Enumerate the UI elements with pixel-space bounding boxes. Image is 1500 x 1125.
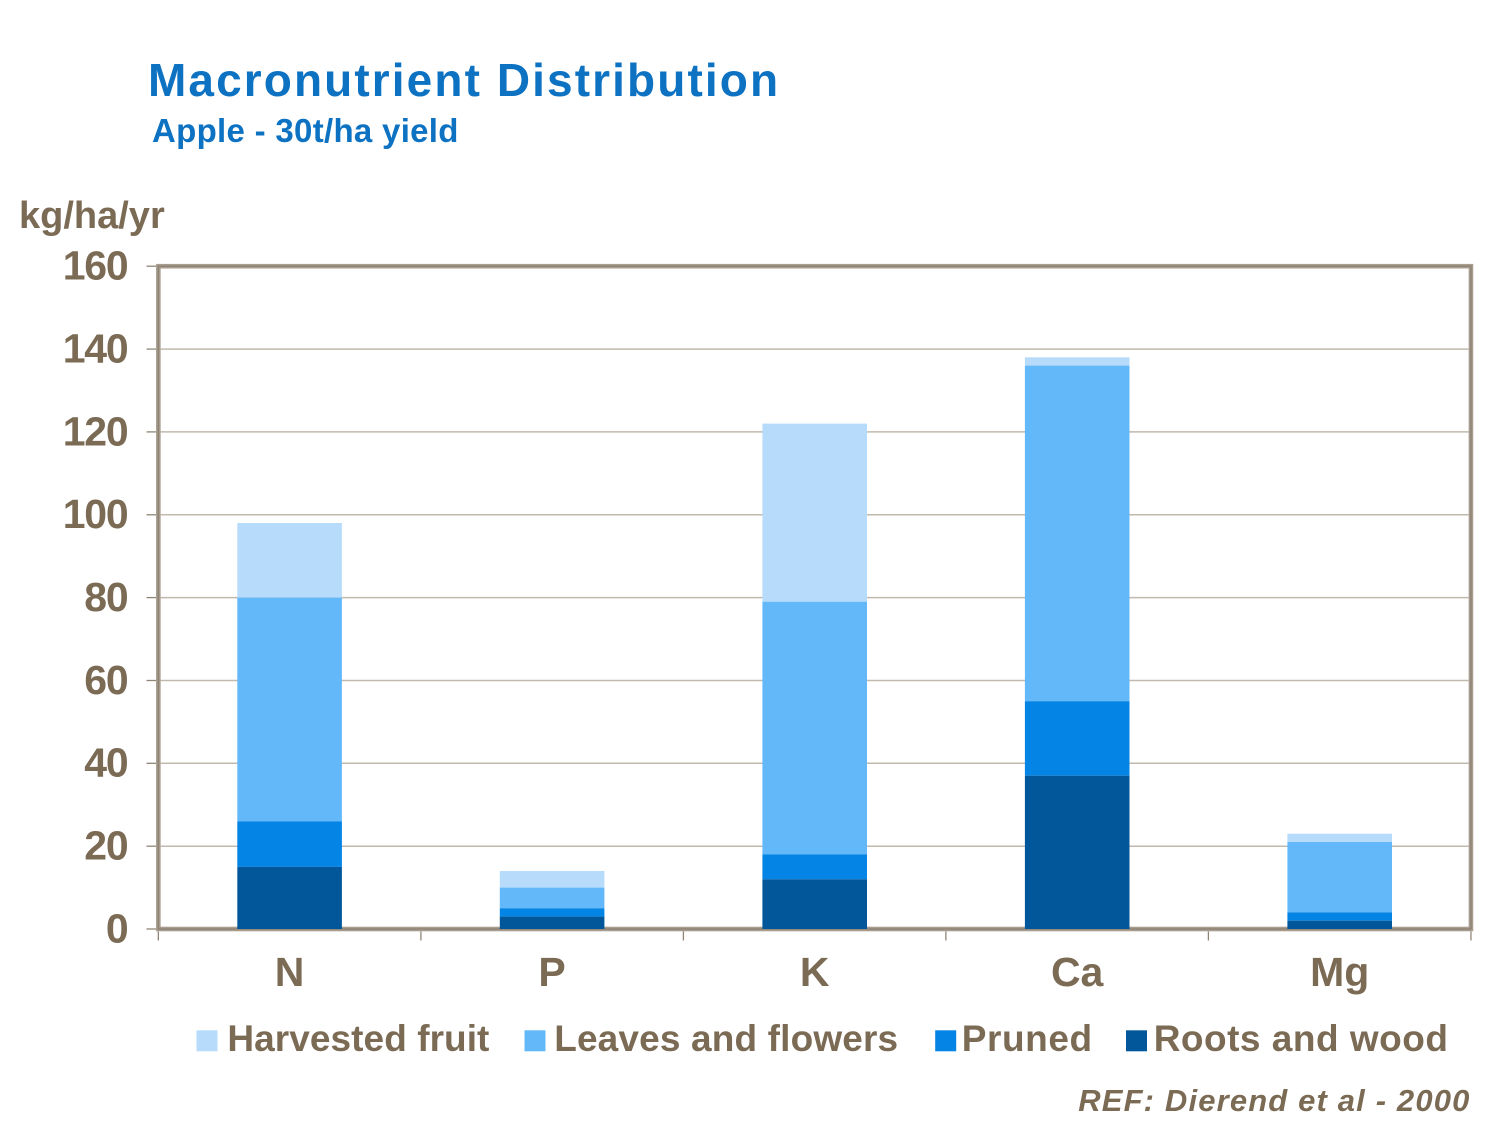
- svg-text:Pruned: Pruned: [962, 1018, 1093, 1059]
- svg-text:100: 100: [63, 491, 128, 537]
- svg-text:120: 120: [63, 408, 128, 454]
- svg-text:Ca: Ca: [1051, 949, 1105, 995]
- svg-text:REF: Dierend et al - 2000: REF: Dierend et al - 2000: [1078, 1083, 1470, 1118]
- svg-text:K: K: [800, 949, 830, 995]
- svg-text:kg/ha/yr: kg/ha/yr: [19, 195, 165, 237]
- svg-text:60: 60: [84, 657, 128, 703]
- svg-text:40: 40: [84, 740, 128, 786]
- svg-text:Leaves and flowers: Leaves and flowers: [554, 1018, 898, 1059]
- svg-text:Harvested fruit: Harvested fruit: [227, 1018, 489, 1059]
- svg-text:0: 0: [106, 905, 128, 951]
- svg-text:P: P: [538, 949, 565, 995]
- svg-text:Macronutrient Distribution: Macronutrient Distribution: [148, 54, 780, 106]
- svg-text:160: 160: [63, 243, 128, 289]
- svg-text:N: N: [275, 949, 305, 995]
- svg-text:Roots and wood: Roots and wood: [1154, 1018, 1449, 1059]
- svg-text:80: 80: [84, 574, 128, 620]
- svg-text:Apple - 30t/ha yield: Apple - 30t/ha yield: [152, 112, 459, 149]
- svg-text:140: 140: [63, 326, 128, 372]
- svg-text:Mg: Mg: [1310, 949, 1369, 995]
- svg-text:20: 20: [84, 823, 128, 869]
